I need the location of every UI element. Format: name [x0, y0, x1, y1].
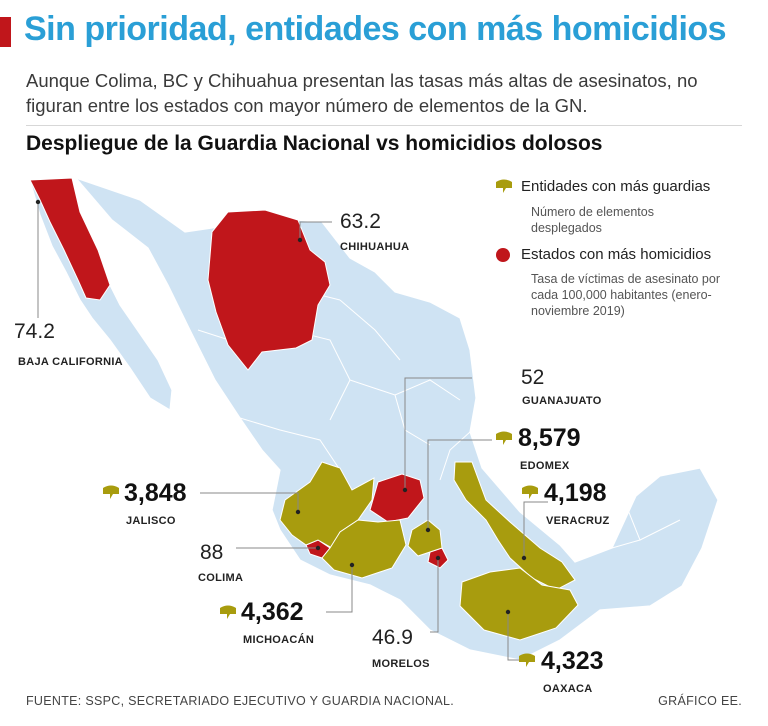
source-note: FUENTE: SSPC, SECRETARIADO EJECUTIVO Y G… [26, 694, 454, 708]
count-michoacan: 4,362 [241, 598, 304, 626]
legend-homicide-icon [496, 248, 510, 262]
helmet-icon-edomex [496, 431, 512, 445]
rate-colima: 88 [200, 541, 224, 564]
leader-lines [37, 202, 548, 661]
label-guanajuato: GUANAJUATO [522, 395, 602, 407]
label-chihuahua: CHIHUAHUA [340, 241, 410, 253]
count-jalisco: 3,848 [124, 479, 187, 507]
label-veracruz: VERACRUZ [546, 515, 610, 527]
state-shape-michoacan [321, 519, 407, 579]
label-baja-california: BAJA CALIFORNIA [18, 356, 123, 368]
graphic-credit: GRÁFICO EE. [658, 694, 742, 708]
rate-guanajuato: 52 [521, 366, 545, 389]
state-shape-oaxaca [459, 567, 579, 641]
page-title: Sin prioridad, entidades con más homicid… [24, 10, 727, 48]
anchor-dots [35, 199, 527, 615]
label-michoacan: MICHOACÁN [243, 634, 315, 646]
legend-guard-desc: Número de elementos desplegados [531, 205, 654, 235]
label-jalisco: JALISCO [126, 515, 176, 527]
label-oaxaca: OAXACA [543, 683, 593, 695]
legend-homicide-desc: Tasa de víctimas de asesinato por cada 1… [531, 272, 720, 318]
state-shape-baja-california [29, 177, 111, 301]
homicide-states [29, 177, 449, 569]
count-edomex: 8,579 [518, 424, 581, 452]
count-oaxaca: 4,323 [541, 647, 604, 675]
subtitle: Aunque Colima, BC y Chihuahua presentan … [26, 70, 698, 116]
map-heading: Despliegue de la Guardia Nacional vs hom… [26, 132, 603, 155]
rate-chihuahua: 63.2 [340, 210, 381, 233]
helmet-icon-veracruz [522, 485, 538, 499]
title-accent-bar [0, 17, 11, 47]
legend-guard-icon [496, 179, 512, 193]
helmet-icons [103, 431, 538, 667]
label-edomex: EDOMEX [520, 460, 570, 472]
helmet-icon-oaxaca [519, 653, 535, 667]
helmet-icon-michoacan [220, 605, 236, 619]
rate-baja-california: 74.2 [14, 320, 55, 343]
count-veracruz: 4,198 [544, 479, 607, 507]
divider [26, 125, 742, 126]
legend-guard-title: Entidades con más guardias [521, 178, 711, 195]
state-shape-chihuahua [207, 209, 331, 371]
helmet-icon-jalisco [103, 485, 119, 499]
guard-states [279, 461, 579, 641]
label-morelos: MORELOS [372, 658, 430, 670]
legend-homicide-title: Estados con más homicidios [521, 246, 712, 263]
rate-morelos: 46.9 [372, 626, 413, 649]
state-shape-edomex [407, 519, 443, 557]
label-colima: COLIMA [198, 572, 244, 584]
